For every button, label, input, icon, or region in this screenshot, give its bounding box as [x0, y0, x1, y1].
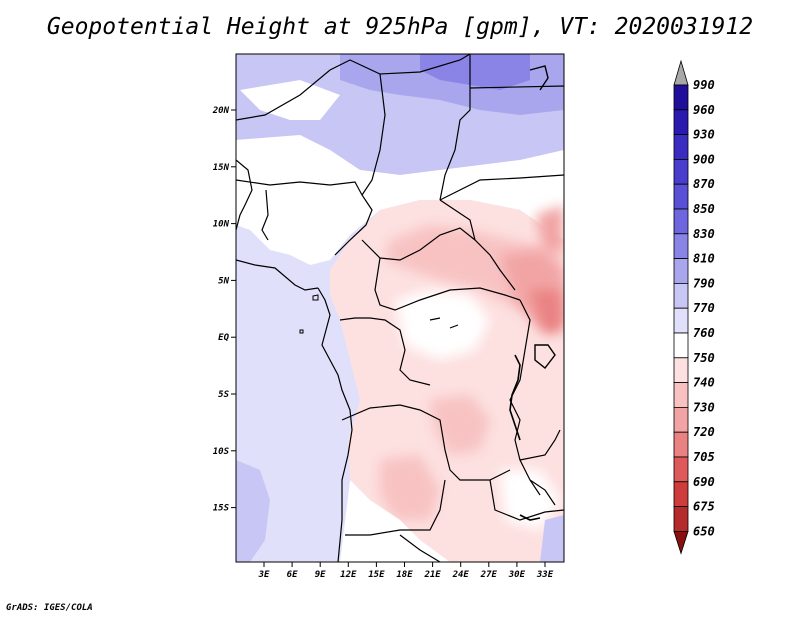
colorbar-swatch — [673, 332, 689, 359]
colorbar-label: 850 — [693, 202, 715, 216]
field-se-790 — [540, 515, 564, 562]
lat-label: 10S — [213, 447, 230, 457]
longitude-axis: 3E 6E 9E 12E 15E 18E 21E 24E 27E 30E 33E — [258, 562, 554, 580]
colorbar-label: 770 — [693, 301, 715, 315]
lon-label: 9E — [315, 570, 326, 580]
field-north-830 — [420, 54, 530, 90]
colorbar-swatch — [673, 208, 689, 235]
map-frame — [235, 53, 565, 563]
field-white-center — [395, 290, 490, 360]
lon-label: 12E — [340, 570, 357, 580]
colorbar-swatch — [673, 406, 689, 433]
lat-label: 15S — [213, 504, 230, 514]
lon-label: 6E — [287, 570, 298, 580]
field-white-nw — [240, 80, 340, 120]
lat-label: 15N — [213, 163, 230, 173]
colorbar-swatch — [673, 382, 689, 408]
colorbar-label: 790 — [693, 276, 715, 290]
colorbar-label: 830 — [693, 227, 715, 241]
lat-label: EQ — [218, 333, 229, 343]
colorbar-swatch — [673, 357, 689, 383]
map-title: Geopotential Height at 925hPa [gpm], VT:… — [46, 14, 754, 40]
field-740-b — [430, 395, 490, 455]
colorbar-swatch — [673, 233, 689, 260]
lon-label: 33E — [536, 570, 554, 580]
field-ocean-770 — [236, 225, 360, 562]
country-borders — [236, 54, 564, 562]
colorbar-label: 705 — [693, 450, 715, 464]
colorbar-label: 810 — [693, 252, 715, 266]
field-ocean-790 — [236, 460, 270, 562]
colorbar-label: 990 — [693, 78, 715, 92]
colorbar-label: 730 — [693, 400, 715, 414]
field-730-ne — [535, 205, 564, 255]
colorbar-label: 740 — [693, 376, 715, 390]
lat-label: 10N — [213, 220, 230, 230]
colorbar-swatch — [673, 258, 689, 284]
lon-label: 24E — [452, 570, 470, 580]
lon-label: 27E — [480, 570, 498, 580]
lat-label: 5N — [218, 276, 229, 286]
colorbar-bottom-arrow — [673, 531, 689, 555]
field-white-band — [236, 135, 564, 265]
colorbar-swatch — [673, 307, 689, 334]
lon-label: 3E — [258, 570, 270, 580]
footer-credit: GrADS: IGES/COLA — [6, 603, 93, 613]
colorbar-label: 750 — [693, 351, 715, 365]
field-720 — [530, 290, 564, 335]
colorbar-top-arrow — [673, 59, 689, 86]
colorbar-label: 720 — [693, 425, 715, 439]
field-740-c — [380, 455, 440, 520]
colorbar-swatch — [673, 456, 689, 483]
colorbar-label: 760 — [693, 326, 715, 340]
colorbar-swatch — [673, 183, 689, 210]
lon-label: 15E — [368, 570, 385, 580]
field-white-se — [500, 470, 560, 530]
lon-label: 18E — [396, 570, 413, 580]
colorbar-swatch — [673, 431, 689, 458]
colorbar-swatch — [673, 84, 689, 111]
field-white-south — [340, 480, 450, 562]
colorbar-label: 900 — [693, 152, 715, 166]
latitude-axis: 20N 15N 10N 5N EQ 5S 10S 15S — [212, 106, 236, 514]
colorbar-label: 870 — [693, 177, 715, 191]
lon-label: 30E — [508, 570, 526, 580]
lon-label: 21E — [423, 570, 441, 580]
colorbar-label: 675 — [693, 500, 715, 514]
colorbar-label: 930 — [693, 128, 715, 142]
colorbar-swatch — [673, 282, 689, 309]
colorbar-label: 650 — [693, 524, 715, 538]
colorbar-swatch — [673, 481, 689, 507]
lat-label: 5S — [218, 390, 229, 400]
colorbar-swatch — [673, 134, 689, 160]
colorbar-swatch — [673, 158, 689, 185]
colorbar-swatch — [673, 506, 689, 532]
colorbar-swatch — [673, 109, 689, 136]
lat-label: 20N — [212, 106, 230, 116]
colorbar: 990 960 930 900 870 850 830 810 790 770 760 750 740 7… — [673, 59, 715, 555]
colorbar-label: 960 — [693, 103, 715, 117]
colorbar-label: 690 — [693, 475, 715, 489]
